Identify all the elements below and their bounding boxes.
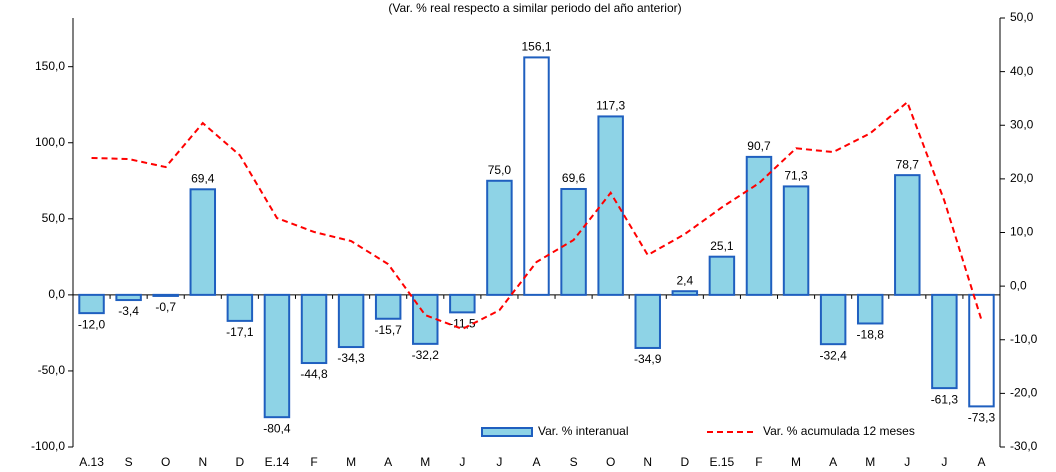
x-tick-label: M [791, 455, 801, 469]
value-label: -12,0 [78, 317, 106, 331]
value-label: 25,1 [710, 239, 734, 253]
y2-tick-label: -20,0 [1010, 386, 1038, 400]
x-tick-label: A [829, 455, 837, 469]
y2-tick-label: 10,0 [1010, 225, 1034, 239]
y-tick-label: -100,0 [31, 439, 65, 453]
chart-title: (Var. % real respecto a similar periodo … [388, 1, 681, 15]
x-tick-label: E.15 [710, 455, 735, 469]
x-tick-label: A.13 [79, 455, 104, 469]
bar [560, 187, 587, 296]
value-label: 69,4 [191, 171, 215, 185]
value-label: -18,8 [857, 328, 885, 342]
bar [115, 293, 142, 302]
bar [152, 293, 179, 297]
x-tick-label: F [310, 455, 317, 469]
bar [708, 255, 736, 296]
y2-tick-label: -10,0 [1010, 332, 1038, 346]
legend-label: Var. % interanual [538, 424, 629, 438]
legend-swatch [481, 427, 533, 437]
value-label: -80,4 [263, 421, 291, 435]
y-tick-label: 50,0 [42, 211, 66, 225]
bar [634, 293, 661, 349]
value-label: 75,0 [488, 163, 512, 177]
bar [263, 293, 291, 419]
bar [486, 179, 513, 296]
x-tick-label: A [384, 455, 392, 469]
value-label: -32,2 [412, 348, 440, 362]
bar [745, 155, 773, 296]
x-tick-label: J [904, 455, 910, 469]
value-label: 78,7 [896, 157, 920, 171]
x-tick-label: M [346, 455, 356, 469]
x-tick-label: J [941, 455, 947, 469]
x-tick-label: J [496, 455, 502, 469]
bar [671, 290, 699, 296]
bar [782, 185, 810, 296]
value-label: -11,5 [449, 317, 476, 331]
y-tick-label: 100,0 [35, 135, 65, 149]
x-tick-label: O [606, 455, 615, 469]
value-label: -61,3 [931, 392, 959, 406]
bar [449, 293, 476, 314]
y2-tick-label: 40,0 [1010, 64, 1034, 78]
x-tick-label: D [680, 455, 689, 469]
line [91, 100, 983, 331]
value-label: 69,6 [562, 171, 586, 185]
value-label: 71,3 [784, 169, 808, 183]
y2-tick-label: -30,0 [1010, 439, 1038, 453]
x-tick-label: M [420, 455, 430, 469]
value-label: -3,4 [118, 304, 139, 318]
x-tick-label: S [125, 455, 133, 469]
x-tick-label: M [865, 455, 875, 469]
value-label: -32,4 [819, 348, 847, 362]
x-tick-label: N [643, 455, 652, 469]
bar [337, 293, 365, 349]
y2-tick-label: 20,0 [1010, 171, 1034, 185]
x-tick-label: D [236, 455, 245, 469]
value-label: -17,1 [226, 325, 254, 339]
bar [968, 293, 995, 408]
y-tick-label: 150,0 [35, 59, 65, 73]
x-tick-label: J [459, 455, 465, 469]
bar [597, 115, 624, 296]
value-label: -15,7 [375, 323, 403, 337]
value-label: -0,7 [155, 300, 176, 314]
x-tick-label: A [977, 455, 985, 469]
value-label: -44,8 [300, 367, 328, 381]
y-tick-label: 0,0 [48, 287, 65, 301]
y2-tick-label: 30,0 [1010, 117, 1034, 131]
value-label: 117,3 [596, 99, 625, 113]
y-tick-label: -50,0 [38, 363, 66, 377]
value-label: 2,4 [676, 273, 693, 287]
bar [894, 174, 921, 296]
y2-tick-label: 50,0 [1010, 10, 1034, 24]
value-label: -34,9 [634, 352, 662, 366]
bar [189, 188, 217, 296]
bar [374, 293, 402, 320]
x-tick-label: A [532, 455, 540, 469]
legend-label: Var. % acumulada 12 meses [763, 424, 915, 438]
y2-tick-label: 0,0 [1010, 278, 1027, 292]
bar [931, 293, 958, 390]
x-tick-label: O [161, 455, 170, 469]
bar [856, 293, 884, 325]
x-tick-label: F [755, 455, 762, 469]
bar [523, 56, 550, 296]
value-label: -73,3 [968, 411, 996, 425]
value-label: -34,3 [337, 351, 365, 365]
value-label: 90,7 [747, 139, 771, 153]
bar [78, 293, 105, 315]
value-label: 156,1 [521, 40, 551, 54]
x-tick-label: E.14 [265, 455, 290, 469]
bar [226, 293, 254, 322]
x-tick-label: S [570, 455, 578, 469]
bar [300, 293, 328, 365]
bar [819, 293, 847, 346]
x-tick-label: N [198, 455, 207, 469]
